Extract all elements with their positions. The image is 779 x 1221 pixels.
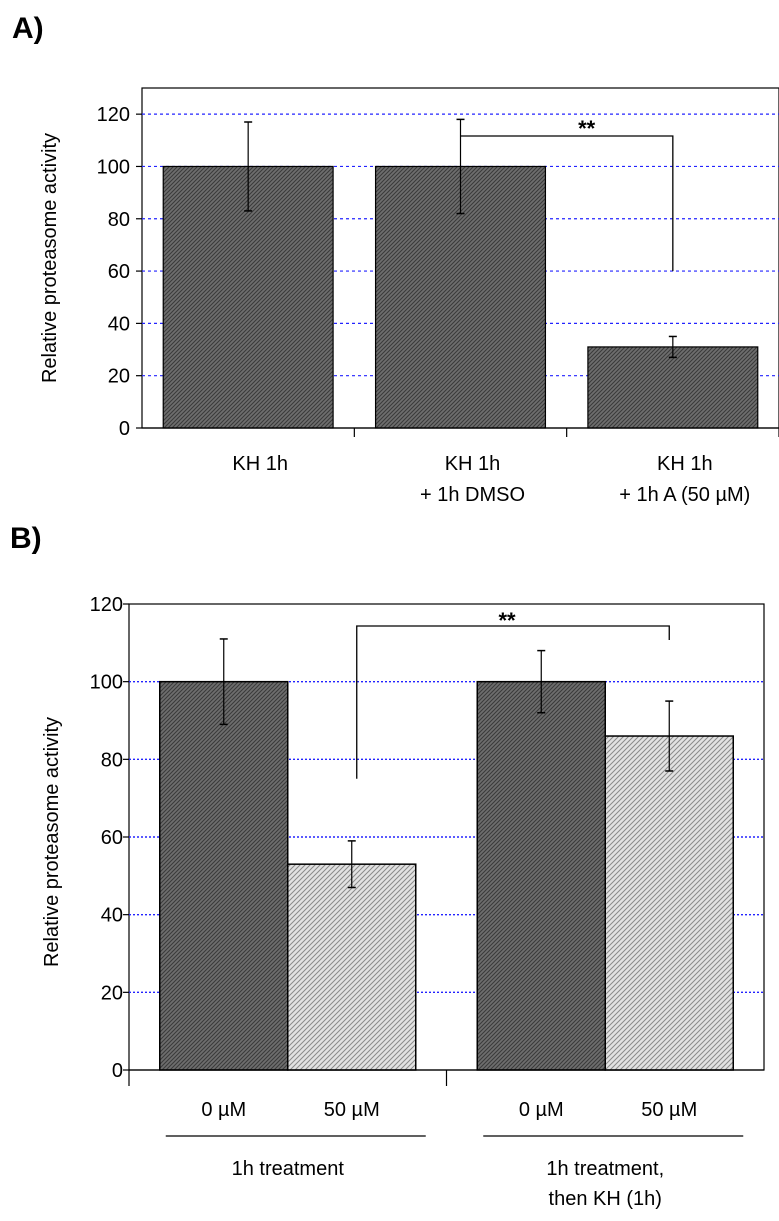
x-tick-label: + 1h A (50 µM) <box>619 484 750 506</box>
y-tick-label: 0 <box>119 418 130 440</box>
y-tick-label: 120 <box>97 104 130 126</box>
x-tick-label: 50 µM <box>324 1099 380 1121</box>
panel-b-label: B) <box>10 522 42 555</box>
chart-b: 0 20 40 60 80 100 120 Relative proteasome activ… <box>41 594 765 1210</box>
x-tick-label: 0 µM <box>519 1099 564 1121</box>
x-tick-label: 0 µM <box>201 1099 246 1121</box>
y-tick-label: 20 <box>101 982 123 1004</box>
y-tick-label: 40 <box>101 905 123 927</box>
y-tick-label: 100 <box>90 672 123 694</box>
y-tick-label: 80 <box>101 749 123 771</box>
x-tick-label: KH 1h <box>657 453 713 475</box>
y-tick-label: 120 <box>90 594 123 616</box>
group-label: 1h treatment, <box>546 1158 664 1180</box>
chart-a: 0 20 40 60 80 100 120 Relative proteasome activ… <box>39 87 779 506</box>
x-tick-label: KH 1h <box>232 453 288 475</box>
significance-bracket <box>356 625 670 779</box>
y-axis-label: Relative proteasome activity <box>39 133 61 383</box>
y-tick-label: 60 <box>108 261 130 283</box>
x-tick-label: KH 1h <box>445 453 501 475</box>
y-tick-label: 20 <box>108 366 130 388</box>
y-tick-label: 60 <box>101 827 123 849</box>
significance-label: ** <box>498 608 516 633</box>
bar <box>287 863 417 1071</box>
x-tick-label: 50 µM <box>641 1099 697 1121</box>
panel-a-label: A) <box>12 12 44 45</box>
y-tick-label: 40 <box>108 313 130 335</box>
group-label: then KH (1h) <box>549 1188 662 1210</box>
bar <box>476 680 606 1071</box>
significance-label: ** <box>578 116 596 141</box>
bar <box>604 735 734 1071</box>
bar <box>159 680 289 1071</box>
y-tick-label: 80 <box>108 209 130 231</box>
bar <box>587 346 759 429</box>
group-label: 1h treatment <box>232 1158 345 1180</box>
x-tick-label: + 1h DMSO <box>420 484 525 506</box>
y-tick-label: 0 <box>112 1060 123 1082</box>
y-axis-label: Relative proteasome activity <box>41 717 63 967</box>
y-tick-label: 100 <box>97 156 130 178</box>
significance-bracket <box>460 135 674 272</box>
